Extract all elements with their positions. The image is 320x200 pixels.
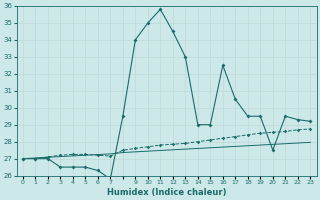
X-axis label: Humidex (Indice chaleur): Humidex (Indice chaleur): [107, 188, 226, 197]
